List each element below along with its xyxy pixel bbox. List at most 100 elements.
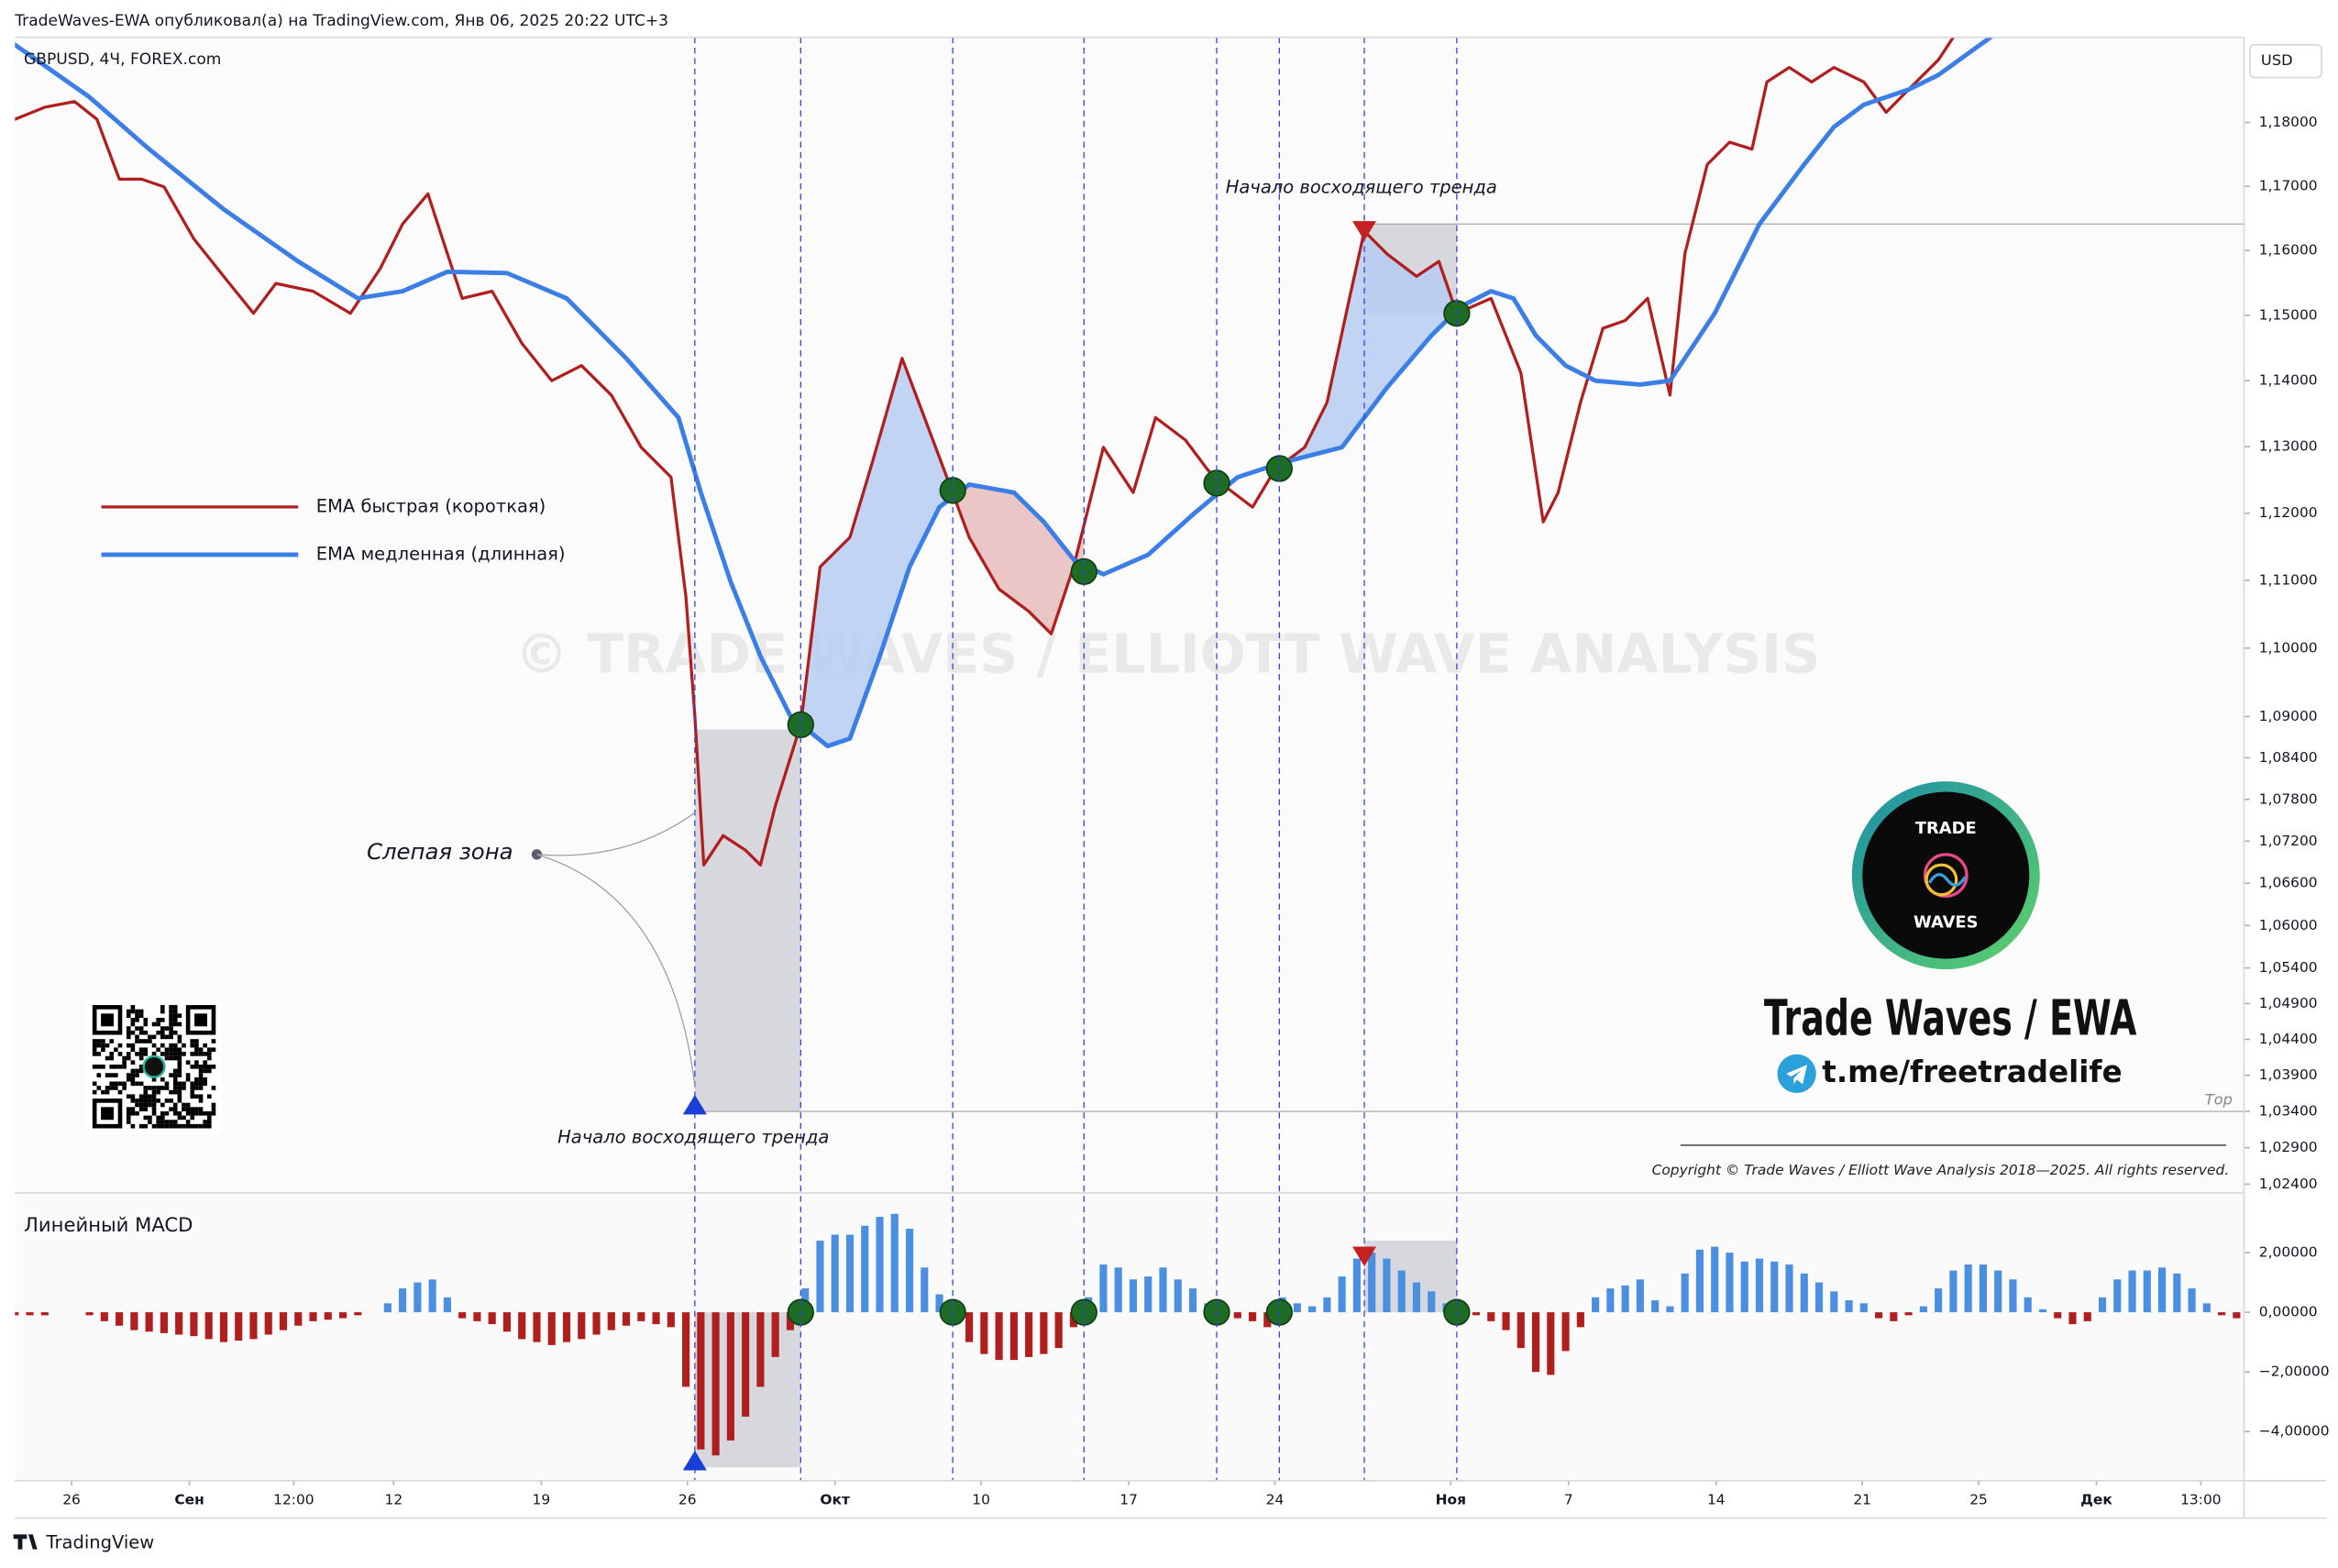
qr-module <box>169 1107 173 1111</box>
qr-module <box>105 1086 110 1090</box>
qr-module <box>177 1055 182 1061</box>
qr-module <box>160 1110 165 1116</box>
macd-bar <box>876 1217 884 1313</box>
qr-module <box>177 1110 182 1116</box>
qr-module <box>206 1064 212 1069</box>
macd-bar <box>1263 1312 1272 1328</box>
chart-layer: © TRADE WAVES / ELLIOTT WAVE ANALYSIS 1,1… <box>15 37 2330 1508</box>
qr-module <box>194 1047 199 1053</box>
qr-module <box>135 1009 139 1014</box>
macd-bar <box>15 1312 19 1316</box>
ema-line <box>15 37 1993 749</box>
qr-module <box>172 1005 178 1010</box>
qr-module <box>143 1094 149 1099</box>
qr-module <box>194 1123 199 1129</box>
qr-module <box>206 1115 212 1121</box>
symbol: GBPUSD, 4Ч, FOREX.com <box>24 50 221 69</box>
qr-module <box>160 1102 165 1108</box>
qr-module <box>135 1102 139 1108</box>
y-tick-label: 1,06600 <box>2259 875 2318 891</box>
qr-module <box>182 1107 186 1111</box>
macd-bar <box>1726 1253 1734 1313</box>
qr-module <box>194 1110 199 1116</box>
macd-bar <box>890 1213 899 1313</box>
qr-module <box>96 1052 102 1056</box>
tv-logo <box>13 1534 38 1550</box>
x-tick-label: Сен <box>174 1492 204 1508</box>
x-tick-label: 19 <box>533 1492 551 1508</box>
qr-module <box>177 1099 182 1103</box>
qr-module <box>143 1102 149 1108</box>
qr-module <box>185 1060 191 1065</box>
qr-module <box>211 1064 216 1069</box>
qr-module <box>101 1047 105 1053</box>
macd-bar <box>160 1312 168 1333</box>
qr-module <box>169 1013 173 1018</box>
macd-bar <box>697 1312 705 1450</box>
qr-module <box>203 1120 207 1124</box>
qr-module <box>126 1055 131 1061</box>
currency[interactable]: USD <box>2261 51 2293 69</box>
qr-module <box>148 1102 152 1108</box>
macd-bar <box>1711 1246 1719 1313</box>
y-tick-label: 1,11000 <box>2259 571 2318 588</box>
y-tick-label: 1,02900 <box>2259 1139 2318 1155</box>
x-tick-label: 24 <box>1266 1492 1285 1508</box>
macd-bar <box>1681 1273 1689 1313</box>
macd-bar <box>2009 1279 2017 1313</box>
qr-module <box>190 1107 195 1111</box>
qr-module <box>114 1047 118 1053</box>
qr-module <box>169 1099 173 1103</box>
macd-bar <box>726 1312 734 1441</box>
qr-module <box>160 1009 165 1014</box>
header: TradeWaves-EWA опубликовал(а) на Trading… <box>14 12 668 30</box>
qr-module <box>130 1094 136 1099</box>
qr-module <box>151 1089 157 1095</box>
qr-module <box>138 1081 144 1087</box>
qr-module <box>151 1099 157 1103</box>
currency-box[interactable] <box>2249 43 2322 79</box>
macd-bar <box>1666 1306 1674 1313</box>
qr-module <box>203 1077 207 1082</box>
x-tick-label: Ноя <box>1436 1492 1466 1508</box>
qr-module <box>114 1064 118 1069</box>
qr-module <box>126 1013 131 1018</box>
qr-module <box>177 1052 182 1056</box>
macd-bar <box>905 1229 914 1313</box>
telegram-icon[interactable] <box>1777 1054 1816 1094</box>
qr-module <box>164 1055 170 1061</box>
macd-bar <box>488 1312 496 1325</box>
qr-module <box>109 1086 115 1090</box>
brand-link[interactable]: t.me/freetradelife <box>1822 1055 2122 1089</box>
macd-bar <box>1054 1312 1063 1349</box>
qr-module <box>130 1073 136 1077</box>
y-tick-label: 1,10000 <box>2259 639 2318 656</box>
qr-module <box>92 1089 97 1095</box>
qr-module <box>130 1099 136 1103</box>
macd-bar <box>2173 1273 2181 1313</box>
qr-module <box>194 1107 199 1111</box>
qr-module <box>172 1102 178 1108</box>
macd-bar <box>578 1312 586 1340</box>
qr-module <box>211 1110 216 1116</box>
qr-module <box>182 1081 186 1087</box>
qr-module <box>101 1043 105 1048</box>
macd-bar <box>1904 1312 1913 1316</box>
macd-bar <box>458 1312 467 1319</box>
qr-module <box>198 1052 204 1056</box>
qr-module <box>130 1047 136 1053</box>
qr-module <box>105 1089 110 1095</box>
qr-module <box>138 1030 144 1035</box>
qr-module <box>156 1017 161 1022</box>
qr-module <box>156 1115 161 1121</box>
logo-icon <box>1923 853 1969 899</box>
qr-module <box>151 1052 157 1056</box>
y-tick-label: 1,04400 <box>2259 1031 2318 1047</box>
qr-module <box>185 1073 191 1077</box>
copyright: Copyright © Trade Waves / Elliott Wave A… <box>1652 1162 2230 1178</box>
qr-module <box>211 1107 216 1111</box>
qr-module <box>203 1123 207 1129</box>
qr-module <box>143 1021 149 1027</box>
qr-finder <box>101 1013 115 1027</box>
macd-bar <box>1516 1312 1525 1349</box>
